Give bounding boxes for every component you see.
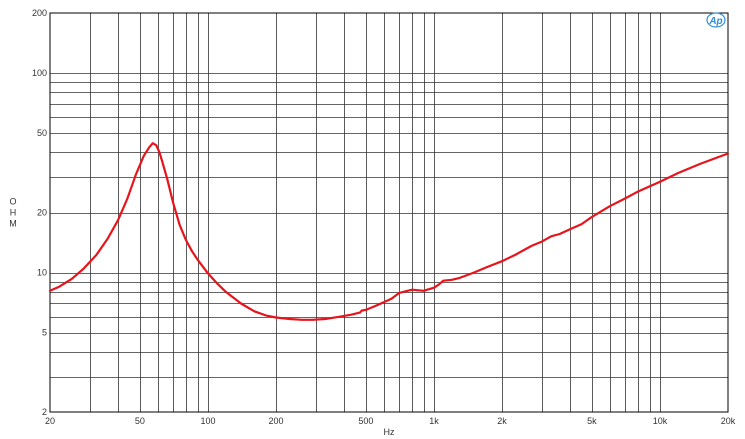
y-tick-label: 200	[32, 8, 47, 18]
x-tick-label: 2k	[497, 416, 507, 426]
x-axis-ticks: 20 50 100 200 500 1k 2k 5k 10k 20k	[45, 416, 736, 426]
y-tick-label: 2	[42, 407, 47, 417]
plot-frame	[49, 12, 729, 413]
grid-lines	[50, 13, 728, 412]
x-axis-label: Hz	[384, 427, 395, 437]
x-tick-label: 500	[358, 416, 373, 426]
y-tick-label: 20	[37, 208, 47, 218]
x-tick-label: 20	[45, 416, 55, 426]
y-tick-label: 100	[32, 68, 47, 78]
ap-logo-text: Ap	[708, 16, 722, 27]
x-tick-label: 10k	[653, 416, 668, 426]
x-tick-label: 1k	[429, 416, 439, 426]
x-tick-label: 5k	[587, 416, 597, 426]
series-layer	[48, 142, 730, 321]
ap-logo: Ap	[706, 12, 726, 28]
y-axis-ticks: 2 5 10 20 50 100 200	[32, 8, 47, 417]
y-tick-label: 10	[37, 268, 47, 278]
x-tick-label: 100	[200, 416, 215, 426]
ap-logo-ring	[706, 12, 726, 28]
x-tick-label: 50	[135, 416, 145, 426]
x-tick-label: 200	[268, 416, 283, 426]
x-tick-label: 20k	[721, 416, 736, 426]
y-tick-label: 50	[37, 128, 47, 138]
y-tick-label: 5	[42, 328, 47, 338]
impedance-series-line	[48, 142, 730, 321]
